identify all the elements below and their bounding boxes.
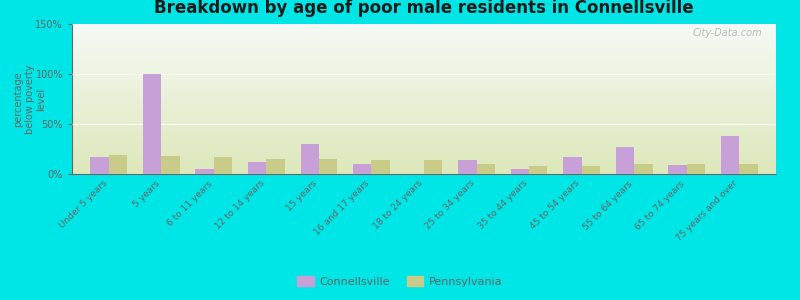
Bar xyxy=(162,156,180,174)
Bar xyxy=(301,144,319,174)
Title: Breakdown by age of poor male residents in Connellsville: Breakdown by age of poor male residents … xyxy=(154,0,694,17)
Bar xyxy=(616,147,634,174)
Bar xyxy=(248,162,266,174)
Bar xyxy=(90,157,109,174)
Bar xyxy=(686,164,705,174)
Bar xyxy=(109,155,127,174)
Bar xyxy=(371,160,390,174)
Y-axis label: percentage
below poverty
level: percentage below poverty level xyxy=(13,64,46,134)
Bar xyxy=(477,164,495,174)
Bar xyxy=(582,166,600,174)
Bar xyxy=(634,164,653,174)
Bar xyxy=(214,157,232,174)
Text: City-Data.com: City-Data.com xyxy=(692,28,762,38)
Bar xyxy=(510,169,529,174)
Bar xyxy=(353,164,371,174)
Legend: Connellsville, Pennsylvania: Connellsville, Pennsylvania xyxy=(293,272,507,291)
Bar xyxy=(739,164,758,174)
Bar xyxy=(563,157,582,174)
Bar xyxy=(424,160,442,174)
Bar xyxy=(668,165,686,174)
Bar xyxy=(721,136,739,174)
Bar xyxy=(458,160,477,174)
Bar xyxy=(266,159,285,174)
Bar xyxy=(319,159,338,174)
Bar xyxy=(195,169,214,174)
Bar xyxy=(143,74,162,174)
Bar xyxy=(529,166,547,174)
